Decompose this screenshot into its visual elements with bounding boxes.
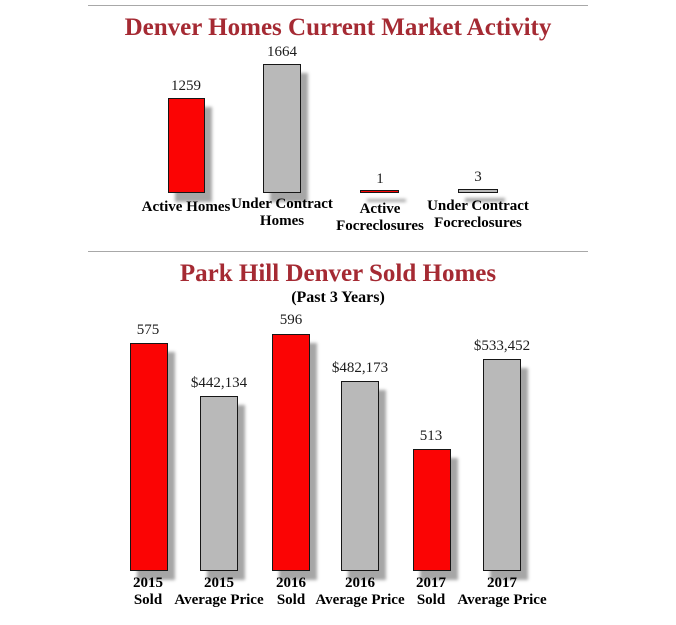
category-line: Focreclosures <box>336 218 424 234</box>
category-line: 2015 <box>133 575 163 591</box>
category-label: 2017 Average Price <box>442 575 562 609</box>
bar-2017-average-price <box>483 359 521 571</box>
chart-title: Park Hill Denver Sold Homes <box>179 260 497 287</box>
bar-under-contract-homes <box>263 64 301 193</box>
bar-2016-sold <box>272 334 310 571</box>
top-divider-rule <box>88 5 588 6</box>
category-line: 2015 <box>204 575 234 591</box>
category-line: Sold <box>416 592 446 608</box>
bar-under-contract-foreclosures <box>458 189 498 193</box>
category-label: 2015 Sold <box>88 575 208 609</box>
category-line: Average Price <box>174 592 264 608</box>
bar-active-homes <box>168 98 205 193</box>
value-label: 1259 <box>171 78 201 94</box>
value-label: $482,173 <box>331 360 389 376</box>
category-line: 2017 <box>416 575 446 591</box>
value-label: 596 <box>279 312 303 328</box>
bar-2016-average-price <box>341 381 379 571</box>
category-label: 2016 Sold <box>231 575 351 609</box>
category-label: 2016 Average Price <box>300 575 420 609</box>
bar-2015-sold <box>130 343 168 571</box>
category-label: 2017 Sold <box>371 575 491 609</box>
bar-2015-average-price <box>200 396 238 571</box>
category-line: Under Contract <box>427 198 529 214</box>
value-label: 1664 <box>267 44 297 60</box>
category-line: Focreclosures <box>434 215 522 231</box>
category-line: Homes <box>259 213 305 229</box>
category-line: Average Price <box>457 592 547 608</box>
chart-subtitle: (Past 3 Years) <box>291 289 385 306</box>
chart-title: Denver Homes Current Market Activity <box>124 14 552 41</box>
category-line: Active Homes <box>141 199 231 215</box>
category-line: 2016 <box>276 575 306 591</box>
value-label: $533,452 <box>473 338 531 354</box>
category-line: 2017 <box>487 575 517 591</box>
value-label: 575 <box>136 322 160 338</box>
category-line: Sold <box>276 592 306 608</box>
middle-divider-rule <box>88 251 588 252</box>
category-label: Under Contract Focreclosures <box>413 198 543 232</box>
category-line: Average Price <box>315 592 405 608</box>
value-label: 3 <box>474 169 482 185</box>
category-label: Active Homes <box>121 199 251 216</box>
value-label: 1 <box>376 171 384 187</box>
value-label: 513 <box>419 428 443 444</box>
category-label: Under Contract Homes <box>217 196 347 230</box>
category-line: 2016 <box>345 575 375 591</box>
category-line: Active <box>359 201 401 217</box>
value-label: $442,134 <box>190 375 248 391</box>
bar-2017-sold <box>413 449 451 571</box>
category-label: Active Focreclosures <box>315 201 445 235</box>
category-label: 2015 Average Price <box>159 575 279 609</box>
category-line: Sold <box>133 592 163 608</box>
category-line: Under Contract <box>231 196 333 212</box>
bar-active-foreclosures <box>360 190 399 193</box>
